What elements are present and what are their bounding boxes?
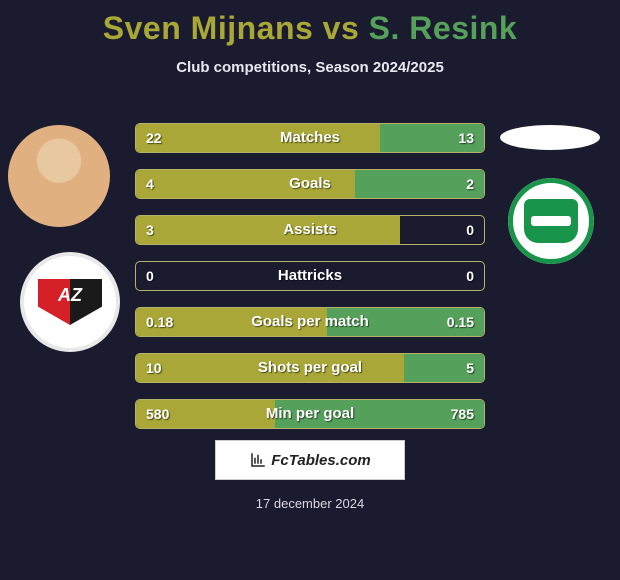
groningen-logo-text: FC GRONINGEN	[508, 259, 594, 264]
vs-label: vs	[323, 10, 360, 46]
stat-label: Min per goal	[136, 400, 484, 428]
comparison-card: { "title": { "player1": "Sven Mijnans", …	[0, 0, 620, 580]
stat-label: Assists	[136, 216, 484, 244]
subtitle: Club competitions, Season 2024/2025	[0, 59, 620, 76]
stat-value-right: 0.15	[447, 308, 474, 336]
stat-value-right: 13	[458, 124, 474, 152]
stat-row: Hattricks0 0	[135, 261, 485, 291]
comparison-title: Sven Mijnans vs S. Resink	[0, 0, 620, 47]
stat-value-right: 0	[466, 262, 474, 290]
stat-value-left: 0	[146, 262, 154, 290]
stat-value-right: 2	[466, 170, 474, 198]
brand-badge[interactable]: FcTables.com	[215, 440, 405, 480]
stat-value-right: 0	[466, 216, 474, 244]
az-logo-text: AZ	[38, 285, 102, 306]
player2-club-logo: FC GRONINGEN	[508, 178, 594, 264]
groningen-logo-icon: FC GRONINGEN	[508, 178, 594, 264]
stat-row: Matches22 13	[135, 123, 485, 153]
stat-value-left: 580	[146, 400, 169, 428]
avatar-silhouette	[8, 125, 110, 227]
stat-row: Min per goal580 785	[135, 399, 485, 429]
stat-label: Goals per match	[136, 308, 484, 336]
stat-label: Matches	[136, 124, 484, 152]
stat-value-right: 5	[466, 354, 474, 382]
stat-row: Shots per goal10 5	[135, 353, 485, 383]
stat-value-left: 0.18	[146, 308, 173, 336]
stat-label: Goals	[136, 170, 484, 198]
stat-label: Shots per goal	[136, 354, 484, 382]
brand-text: FcTables.com	[271, 452, 370, 469]
stat-row: Assists3 0	[135, 215, 485, 245]
az-logo-icon: AZ	[24, 256, 116, 348]
chart-icon	[249, 451, 267, 469]
stats-bars: Matches2213Goals42Assists30Hattricks00Go…	[135, 123, 485, 445]
stat-value-left: 10	[146, 354, 162, 382]
stat-label: Hattricks	[136, 262, 484, 290]
stat-value-left: 4	[146, 170, 154, 198]
stat-row: Goals per match0.18 0.15	[135, 307, 485, 337]
stat-row: Goals4 2	[135, 169, 485, 199]
player1-photo	[8, 125, 110, 227]
player2-name: S. Resink	[369, 10, 518, 46]
player1-name: Sven Mijnans	[103, 10, 314, 46]
stat-value-left: 3	[146, 216, 154, 244]
player2-photo	[500, 125, 600, 150]
date-label: 17 december 2024	[0, 496, 620, 511]
player1-club-logo: AZ	[20, 252, 120, 352]
stat-value-right: 785	[451, 400, 474, 428]
stat-value-left: 22	[146, 124, 162, 152]
